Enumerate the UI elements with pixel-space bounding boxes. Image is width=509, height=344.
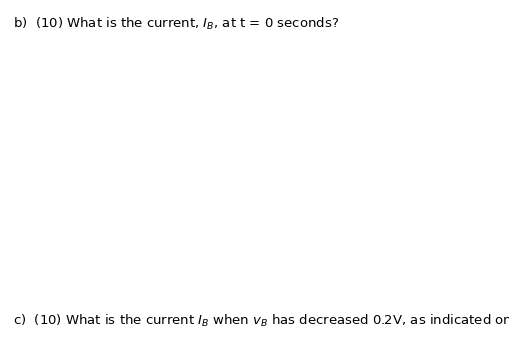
Text: b)  (10) What is the current, $I_B$, at t = 0 seconds?: b) (10) What is the current, $I_B$, at t… [13,15,338,32]
Text: c)  (10) What is the current $I_B$ when $v_B$ has decreased 0.2V, as indicated o: c) (10) What is the current $I_B$ when $… [13,312,509,329]
